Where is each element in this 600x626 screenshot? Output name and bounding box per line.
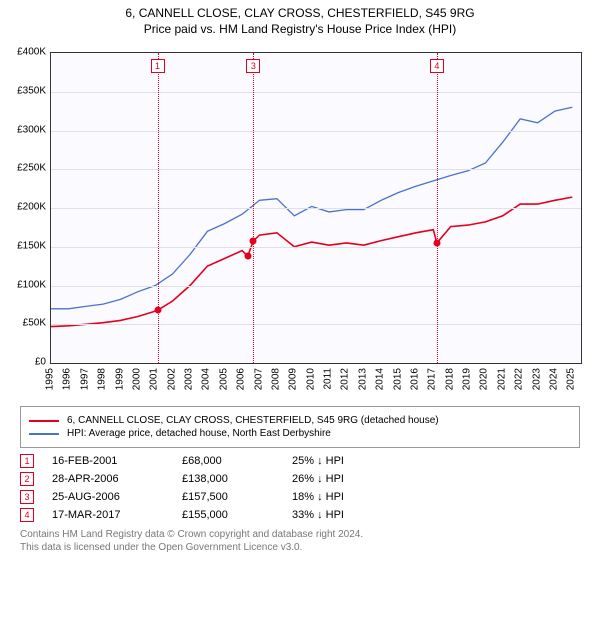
chart-area: £0£50K£100K£150K£200K£250K£300K£350K£400…	[40, 42, 600, 402]
x-tick-label: 2024	[548, 368, 559, 390]
sale-vline	[158, 53, 159, 363]
sale-index-box: 1	[20, 454, 34, 468]
x-tick-label: 2013	[357, 368, 368, 390]
plot-area: 1 3 4	[50, 52, 582, 364]
legend-swatch	[29, 433, 59, 435]
sale-hpi: 33% ↓ HPI	[292, 509, 402, 521]
sale-row: 2 28-APR-2006£138,00026% ↓ HPI	[20, 472, 580, 486]
legend-swatch	[29, 420, 59, 422]
sale-vline	[437, 53, 438, 363]
sale-hpi: 26% ↓ HPI	[292, 473, 402, 485]
y-tick-label: £100K	[17, 279, 46, 290]
legend-label: HPI: Average price, detached house, Nort…	[67, 428, 331, 439]
x-tick-label: 2009	[288, 368, 299, 390]
y-tick-label: £0	[35, 357, 46, 368]
x-tick-label: 2015	[392, 368, 403, 390]
y-tick-label: £200K	[17, 202, 46, 213]
footnote: Contains HM Land Registry data © Crown c…	[20, 528, 580, 554]
sale-row: 4 17-MAR-2017£155,00033% ↓ HPI	[20, 508, 580, 522]
sale-index-box: 4	[20, 508, 34, 522]
gridline	[51, 247, 581, 248]
x-tick-label: 1999	[114, 368, 125, 390]
x-tick-label: 2020	[479, 368, 490, 390]
gridline	[51, 92, 581, 93]
y-tick-label: £400K	[17, 47, 46, 58]
chart-container: 6, CANNELL CLOSE, CLAY CROSS, CHESTERFIE…	[0, 6, 600, 626]
gridline	[51, 169, 581, 170]
x-tick-label: 2002	[166, 368, 177, 390]
x-axis-labels: 1995199619971998199920002001200220032004…	[50, 364, 580, 400]
sale-point	[244, 253, 251, 260]
x-tick-label: 2014	[375, 368, 386, 390]
sale-price: £157,500	[182, 491, 292, 503]
sale-row: 1 16-FEB-2001£68,00025% ↓ HPI	[20, 454, 580, 468]
x-tick-label: 2010	[305, 368, 316, 390]
sale-point	[154, 307, 161, 314]
x-tick-label: 2016	[409, 368, 420, 390]
legend-row: HPI: Average price, detached house, Nort…	[29, 428, 571, 439]
gridline	[51, 324, 581, 325]
x-tick-label: 2025	[566, 368, 577, 390]
y-tick-label: £150K	[17, 240, 46, 251]
x-tick-label: 2012	[340, 368, 351, 390]
sale-point	[433, 239, 440, 246]
x-tick-label: 2022	[514, 368, 525, 390]
sale-hpi: 25% ↓ HPI	[292, 455, 402, 467]
sale-date: 28-APR-2006	[52, 473, 182, 485]
title-address: 6, CANNELL CLOSE, CLAY CROSS, CHESTERFIE…	[0, 6, 600, 20]
x-tick-label: 2007	[253, 368, 264, 390]
legend-row: 6, CANNELL CLOSE, CLAY CROSS, CHESTERFIE…	[29, 415, 571, 426]
sale-price: £68,000	[182, 455, 292, 467]
title-subtitle: Price paid vs. HM Land Registry's House …	[0, 22, 600, 36]
x-tick-label: 2023	[531, 368, 542, 390]
x-tick-label: 1995	[45, 368, 56, 390]
x-tick-label: 2018	[444, 368, 455, 390]
sale-index-box: 3	[20, 490, 34, 504]
x-tick-label: 2000	[131, 368, 142, 390]
sale-point	[250, 237, 257, 244]
sale-index-box: 4	[430, 59, 444, 73]
x-tick-label: 2003	[184, 368, 195, 390]
gridline	[51, 208, 581, 209]
titles: 6, CANNELL CLOSE, CLAY CROSS, CHESTERFIE…	[0, 6, 600, 36]
x-tick-label: 2021	[496, 368, 507, 390]
sale-index-box: 3	[246, 59, 260, 73]
sale-price: £155,000	[182, 509, 292, 521]
sale-date: 16-FEB-2001	[52, 455, 182, 467]
sale-index-box: 2	[20, 472, 34, 486]
sale-date: 17-MAR-2017	[52, 509, 182, 521]
sale-hpi: 18% ↓ HPI	[292, 491, 402, 503]
x-tick-label: 1997	[79, 368, 90, 390]
sales-table: 1 16-FEB-2001£68,00025% ↓ HPI 2 28-APR-2006…	[20, 454, 580, 522]
y-tick-label: £250K	[17, 163, 46, 174]
footnote-line1: Contains HM Land Registry data © Crown c…	[20, 528, 580, 541]
footnote-line2: This data is licensed under the Open Gov…	[20, 541, 580, 554]
y-tick-label: £350K	[17, 85, 46, 96]
gridline	[51, 286, 581, 287]
x-tick-label: 1996	[62, 368, 73, 390]
x-tick-label: 2005	[218, 368, 229, 390]
sale-price: £138,000	[182, 473, 292, 485]
x-tick-label: 2011	[323, 368, 334, 390]
y-axis-labels: £0£50K£100K£150K£200K£250K£300K£350K£400…	[0, 52, 46, 362]
legend-label: 6, CANNELL CLOSE, CLAY CROSS, CHESTERFIE…	[67, 415, 439, 426]
x-tick-label: 2008	[270, 368, 281, 390]
sale-vline	[253, 53, 254, 363]
legend: 6, CANNELL CLOSE, CLAY CROSS, CHESTERFIE…	[20, 406, 580, 448]
sale-row: 3 25-AUG-2006£157,50018% ↓ HPI	[20, 490, 580, 504]
y-tick-label: £300K	[17, 124, 46, 135]
x-tick-label: 2006	[236, 368, 247, 390]
x-tick-label: 1998	[97, 368, 108, 390]
x-tick-label: 2017	[427, 368, 438, 390]
gridline	[51, 131, 581, 132]
x-tick-label: 2001	[149, 368, 160, 390]
sale-index-box: 1	[151, 59, 165, 73]
x-tick-label: 2019	[462, 368, 473, 390]
y-tick-label: £50K	[23, 318, 46, 329]
x-tick-label: 2004	[201, 368, 212, 390]
series-property	[51, 197, 572, 327]
sale-date: 25-AUG-2006	[52, 491, 182, 503]
